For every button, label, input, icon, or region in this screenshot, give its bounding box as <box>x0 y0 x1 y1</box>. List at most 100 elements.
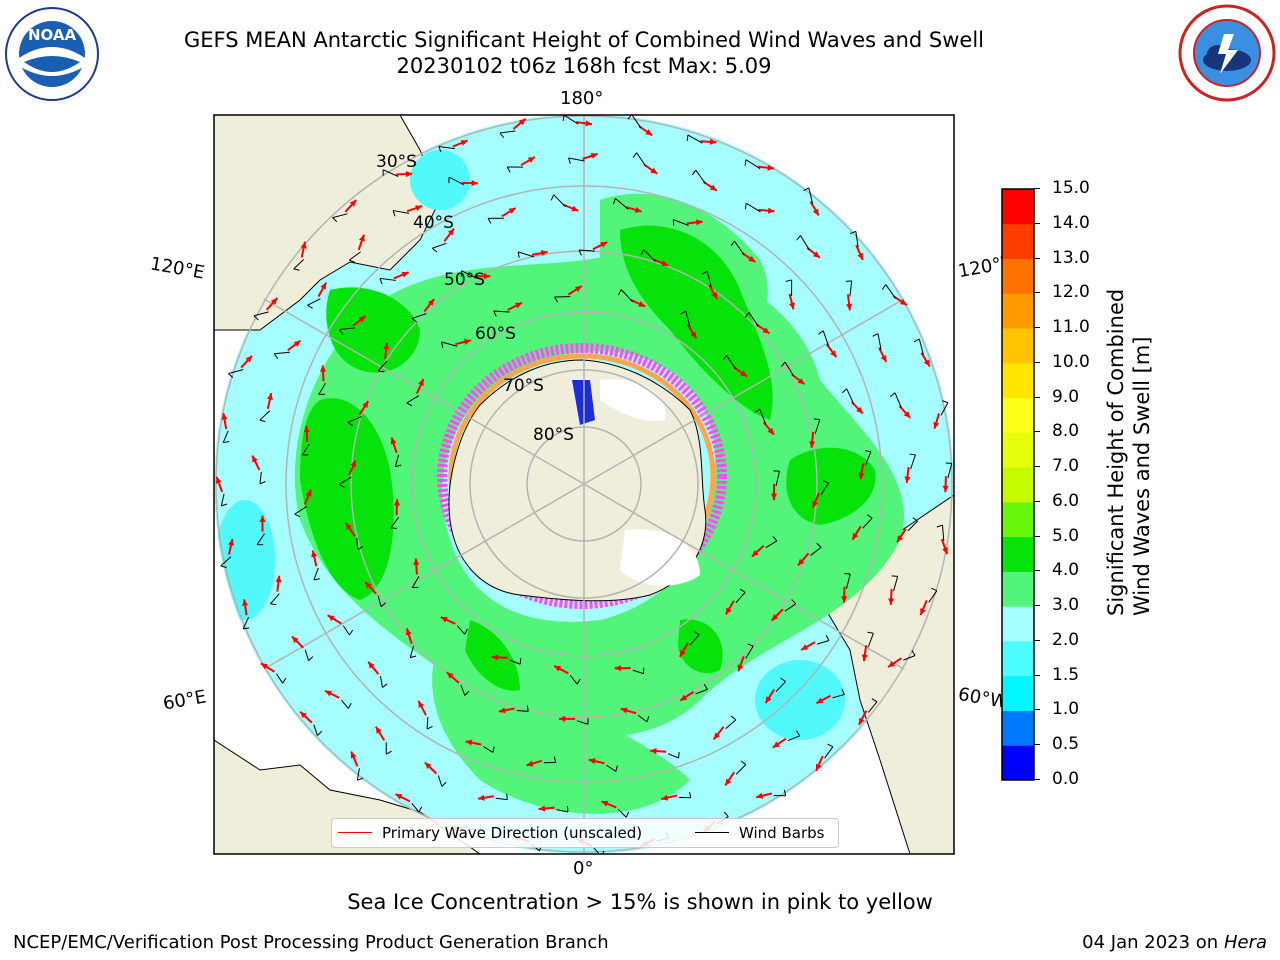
wind-barb <box>220 493 225 506</box>
wind-barb <box>620 289 634 303</box>
wind-barb <box>784 603 797 612</box>
wind-barb-flag <box>386 750 392 755</box>
wave-arrow-head <box>526 760 534 767</box>
wave-arrow-head <box>221 413 228 420</box>
wave-arrow-head <box>319 365 327 372</box>
wind-barb <box>893 576 899 592</box>
wave-arrow-head <box>661 794 669 801</box>
wind-barb-flag <box>686 134 689 142</box>
wind-barb-flag <box>747 643 754 647</box>
wave-arrow-head <box>756 792 764 799</box>
wave-arrow-head <box>390 437 397 445</box>
wave-arrow-head <box>574 286 582 292</box>
wind-barb-flag <box>942 400 949 404</box>
wind-barb <box>885 284 896 299</box>
wave-arrow-head <box>418 700 425 708</box>
colorbar-tick-label: 10.0 <box>1052 351 1090 372</box>
wind-barb-flag <box>562 115 565 122</box>
wave-zone-4-5 <box>465 620 520 691</box>
wind-barb <box>745 645 754 659</box>
wave-arrow-head <box>365 582 372 589</box>
wave-arrow-head <box>690 331 697 339</box>
wind-barb-flag <box>349 259 356 263</box>
wind-barb <box>393 210 410 214</box>
wind-barb-flag <box>317 730 323 736</box>
wave-arrow-head <box>498 707 506 714</box>
wind-barb <box>689 634 700 646</box>
wind-barb <box>301 443 310 456</box>
wind-barb <box>910 454 916 470</box>
wind-barb-flag <box>378 370 385 373</box>
wave-arrow-head <box>424 762 432 769</box>
colorbar-tick-mark <box>1034 466 1040 468</box>
wind-barb <box>617 809 627 818</box>
wind-barb-flag <box>730 715 737 721</box>
wind-barb <box>518 251 535 258</box>
wave-arrow-head <box>812 208 819 216</box>
wave-arrow-head <box>465 739 473 746</box>
wind-barb <box>304 649 310 661</box>
colorbar-bin <box>1002 536 1034 572</box>
wind-barb <box>636 152 647 167</box>
nws-logo <box>1178 4 1276 102</box>
wave-arrow-head <box>270 297 278 305</box>
wave-arrow-head <box>540 250 548 257</box>
wind-barb <box>631 115 642 129</box>
colorbar-tick-label: 11.0 <box>1052 317 1090 338</box>
wind-barb <box>461 270 477 279</box>
colorbar-bin <box>1002 745 1034 781</box>
colorbar-bin <box>1002 710 1034 746</box>
colorbar-tick-label: 2.0 <box>1052 629 1080 650</box>
wind-barb <box>894 392 902 409</box>
wind-barb-flag <box>701 270 708 275</box>
wave-arrow-head <box>888 660 895 668</box>
colorbar-tick-mark <box>1034 257 1040 259</box>
wind-barb <box>495 797 508 801</box>
wind-barb-flag <box>519 658 522 665</box>
colorbar-tick-mark <box>1034 292 1040 294</box>
wave-arrow-head <box>275 575 282 583</box>
wind-barb-flag <box>881 284 887 290</box>
wave-arrow-head <box>300 711 307 719</box>
wave-arrow-head <box>418 378 424 386</box>
wind-barb <box>822 330 830 347</box>
colorbar-tick-mark <box>1034 361 1040 363</box>
wind-barb <box>903 655 916 661</box>
wind-barb-flag <box>392 210 396 217</box>
footer-date: 04 Jan 2023 on <box>1082 932 1219 953</box>
wind-barb-flag <box>818 330 824 335</box>
wind-barb <box>759 408 767 425</box>
wave-arrow-head <box>463 338 471 345</box>
wave-arrow-head <box>767 164 775 171</box>
wind-barb-flag <box>864 450 871 453</box>
wind-barb-flag <box>703 684 708 690</box>
wind-barb-flag <box>816 542 822 548</box>
wave-arrow-head <box>427 298 435 306</box>
wave-arrow-head <box>590 153 598 159</box>
colorbar-bin <box>1002 501 1034 538</box>
wave-arrow-head <box>395 794 403 800</box>
wind-barb <box>808 187 814 204</box>
wind-barb-flag <box>410 655 417 659</box>
wind-barb-flag <box>338 484 345 488</box>
wave-arrow-head <box>259 515 266 522</box>
lon-label-180: 180° <box>560 88 604 109</box>
colorbar-bin <box>1002 223 1034 260</box>
wind-barb <box>313 567 319 581</box>
wave-arrow-head <box>478 794 485 801</box>
wind-barb-flag <box>744 203 747 210</box>
wind-barb-flag <box>866 514 873 519</box>
wind-barb <box>438 145 455 150</box>
wave-arrow-head <box>772 741 780 748</box>
wind-barb <box>734 240 745 256</box>
wind-barb <box>816 639 830 645</box>
wind-barb <box>846 388 855 405</box>
wind-barb <box>563 115 579 125</box>
wind-barb-flag <box>772 536 778 542</box>
wave-arrow-head <box>350 751 357 759</box>
colorbar-bin <box>1002 328 1034 364</box>
wind-barb <box>606 764 617 772</box>
wind-barb <box>643 249 656 262</box>
wave-arrow-head <box>737 664 744 672</box>
